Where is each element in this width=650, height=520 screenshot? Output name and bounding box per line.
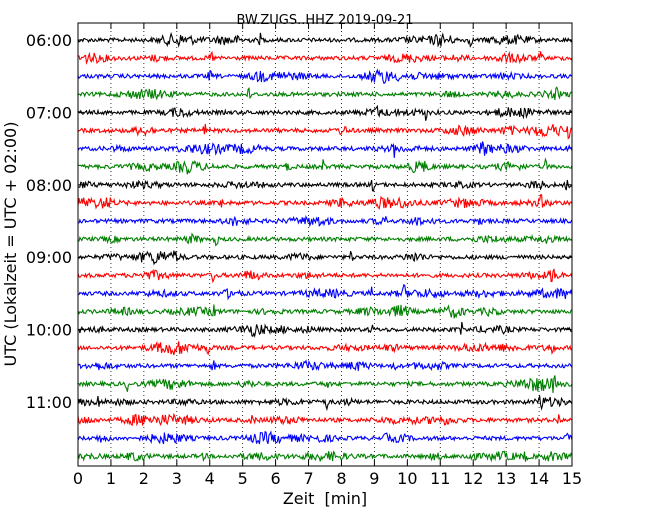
trace-0815 <box>77 194 573 210</box>
trace-0800 <box>77 179 573 192</box>
trace-1015 <box>77 341 573 356</box>
x-tick-label: 1 <box>106 469 116 488</box>
x-tick-label: 8 <box>336 469 346 488</box>
trace-0715 <box>77 123 573 140</box>
trace-1030 <box>77 359 573 372</box>
x-tick-label: 0 <box>73 469 83 488</box>
trace-1045 <box>77 375 573 394</box>
y-axis-ticks: 06:00 07:00 08:00 09:00 10:00 11:00 <box>26 31 572 412</box>
trace-1100 <box>77 394 573 412</box>
plot-frame <box>77 22 573 467</box>
trace-0700 <box>77 104 573 121</box>
trace-0915 <box>77 268 573 284</box>
y-tick-label: 10:00 <box>26 321 72 340</box>
y-tick-label: 09:00 <box>26 248 72 267</box>
x-tick-label: 12 <box>463 469 483 488</box>
chart-title: BW.ZUGS..HHZ 2019-09-21 <box>236 13 413 28</box>
trace-0615 <box>77 50 573 65</box>
x-tick-label: 7 <box>303 469 313 488</box>
x-tick-label: 2 <box>139 469 149 488</box>
x-axis-ticks: 0 1 2 3 4 5 6 7 8 9 10 11 12 13 14 15 <box>73 23 582 488</box>
trace-0930 <box>77 283 573 301</box>
x-tick-label: 4 <box>205 469 215 488</box>
trace-0745 <box>77 157 573 175</box>
trace-0730 <box>77 141 573 158</box>
x-tick-label: 6 <box>271 469 281 488</box>
seismic-traces <box>77 31 573 463</box>
y-tick-label: 07:00 <box>26 103 72 122</box>
y-tick-label: 11:00 <box>26 393 72 412</box>
trace-0900 <box>77 250 573 266</box>
trace-0645 <box>77 86 573 101</box>
x-tick-label: 5 <box>238 469 248 488</box>
x-tick-label: 10 <box>397 469 417 488</box>
trace-0945 <box>77 304 573 319</box>
x-tick-label: 11 <box>430 469 450 488</box>
trace-0600 <box>77 31 573 48</box>
trace-0845 <box>77 232 573 247</box>
trace-1115 <box>77 412 573 427</box>
trace-0630 <box>77 68 573 85</box>
y-tick-label: 06:00 <box>26 31 72 50</box>
x-tick-label: 9 <box>369 469 379 488</box>
x-tick-label: 13 <box>496 469 516 488</box>
x-tick-label: 14 <box>529 469 549 488</box>
y-tick-label: 08:00 <box>26 176 72 195</box>
y-axis-label: UTC (Lokalzeit = UTC + 02:00) <box>1 122 20 367</box>
trace-0830 <box>78 215 573 228</box>
trace-1130 <box>77 430 573 445</box>
trace-1000 <box>77 321 573 339</box>
x-tick-label: 3 <box>172 469 182 488</box>
trace-1145 <box>77 450 573 463</box>
x-axis-label: Zeit [min] <box>283 489 367 508</box>
x-tick-label: 15 <box>562 469 582 488</box>
